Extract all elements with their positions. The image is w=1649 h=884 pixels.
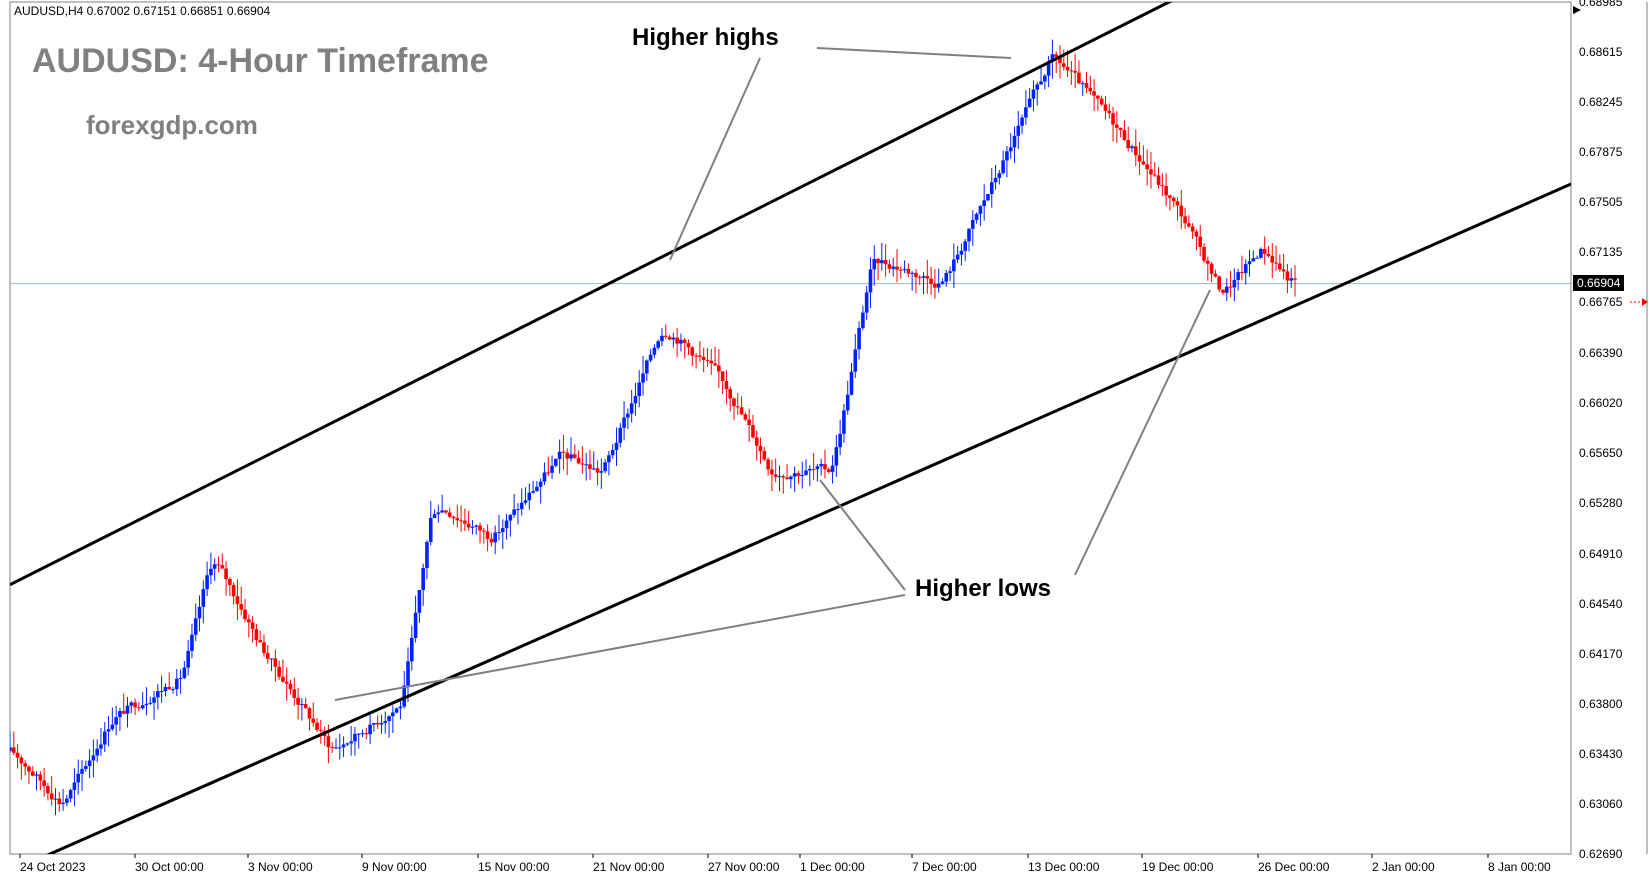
chart-title: AUDUSD: 4-Hour Timeframe [32,42,489,81]
y-tick-label: 0.64170 [1579,647,1622,661]
annotation-higher-highs: Higher highs [632,24,779,52]
y-tick-label: 0.68245 [1579,95,1622,109]
x-tick-label: 24 Oct 2023 [20,860,85,874]
annotation-higher-lows: Higher lows [915,575,1051,603]
x-tick-label: 15 Nov 00:00 [478,860,549,874]
y-tick-label: 0.63060 [1579,797,1622,811]
nav-arrow-icon[interactable] [1571,4,1583,16]
y-tick-label: 0.64910 [1579,547,1622,561]
y-tick-label: 0.65280 [1579,496,1622,510]
y-tick-label: 0.68985 [1579,0,1622,9]
x-tick-label: 8 Jan 00:00 [1488,860,1551,874]
y-tick-label: 0.67875 [1579,145,1622,159]
y-tick-label: 0.62690 [1579,847,1622,861]
current-price-flag: 0.66904 [1573,275,1624,291]
x-tick-label: 9 Nov 00:00 [362,860,427,874]
x-tick-label: 27 Nov 00:00 [708,860,779,874]
x-tick-label: 19 Dec 00:00 [1142,860,1213,874]
x-tick-label: 21 Nov 00:00 [593,860,664,874]
y-tick-label: 0.65650 [1579,446,1622,460]
chart-container: AUDUSD,H4 0.67002 0.67151 0.66851 0.6690… [0,0,1649,884]
y-tick-label: 0.63800 [1579,697,1622,711]
y-tick-label: 0.66020 [1579,396,1622,410]
x-tick-label: 30 Oct 00:00 [135,860,204,874]
y-tick-label: 0.66390 [1579,346,1622,360]
x-tick-label: 1 Dec 00:00 [800,860,865,874]
symbol-ohlc-label: AUDUSD,H4 0.67002 0.67151 0.66851 0.6690… [14,4,270,18]
ask-arrow-icon [1630,297,1648,307]
x-tick-label: 3 Nov 00:00 [248,860,313,874]
x-tick-label: 7 Dec 00:00 [912,860,977,874]
y-tick-label: 0.67135 [1579,245,1622,259]
y-tick-label: 0.68615 [1579,45,1622,59]
x-tick-label: 13 Dec 00:00 [1028,860,1099,874]
y-tick-label: 0.67505 [1579,195,1622,209]
x-tick-label: 2 Jan 00:00 [1372,860,1435,874]
y-tick-label: 0.66765 [1579,295,1622,309]
chart-subtitle: forexgdp.com [86,110,258,141]
y-tick-label: 0.63430 [1579,747,1622,761]
x-tick-label: 26 Dec 00:00 [1258,860,1329,874]
y-tick-label: 0.64540 [1579,597,1622,611]
